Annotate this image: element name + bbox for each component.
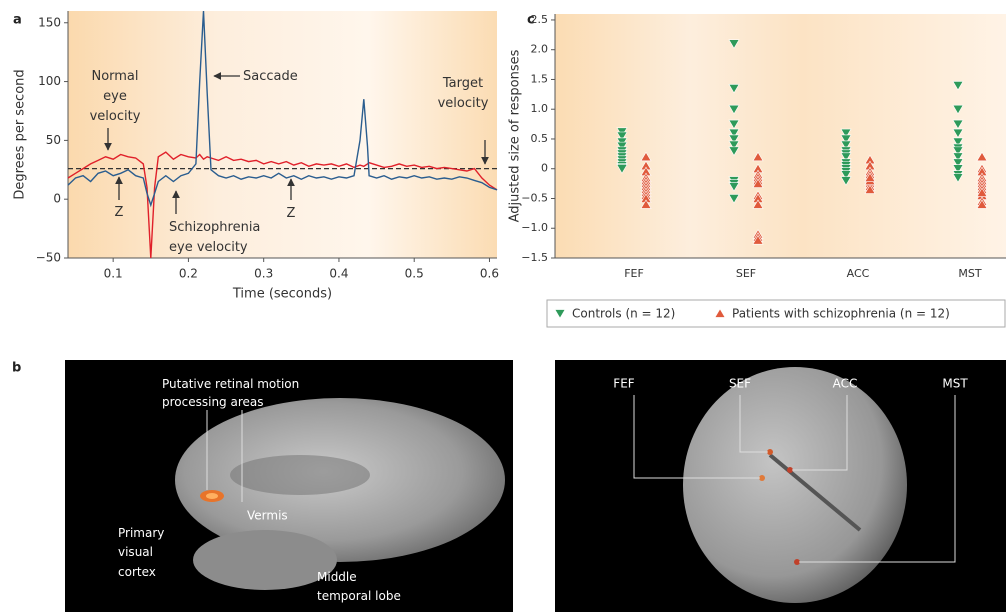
y-axis-label: Adjusted size of responses	[508, 49, 523, 222]
y-tick-label: 50	[46, 133, 61, 147]
annotation-line: Z	[115, 205, 124, 220]
image-label: MST	[942, 377, 968, 391]
annotation-line: Target	[442, 76, 483, 91]
x-tick-label: FEF	[624, 267, 644, 280]
image-label: FEF	[613, 377, 634, 391]
label-line: cortex	[118, 565, 156, 579]
label-line: processing areas	[162, 395, 264, 409]
annotation-line: eye	[103, 89, 127, 104]
y-tick-label: −50	[36, 251, 61, 265]
x-tick-label: 0.5	[405, 267, 424, 281]
annotation-line: velocity	[90, 109, 141, 124]
image-label: Vermis	[247, 509, 288, 523]
annotation-line: Saccade	[243, 69, 298, 84]
annotation-line: velocity	[438, 96, 489, 111]
x-tick-label: SEF	[736, 267, 756, 280]
y-tick-label: 150	[38, 15, 61, 29]
panel-label: a	[13, 13, 22, 28]
x-tick-label: 0.4	[329, 267, 348, 281]
x-tick-label: MST	[958, 267, 981, 280]
y-tick-label: 0	[541, 162, 548, 175]
label-line: temporal lobe	[317, 589, 401, 603]
annotation-line: eye velocity	[169, 240, 248, 255]
y-tick-label: 100	[38, 74, 61, 88]
x-tick-label: 0.6	[480, 267, 499, 281]
y-tick-label: 0.5	[531, 132, 549, 145]
annotation-line: Schizophrenia	[169, 220, 260, 235]
x-tick-label: 0.1	[104, 267, 123, 281]
brain-3d	[683, 367, 907, 603]
y-tick-label: −1.0	[521, 221, 548, 234]
annotation-line: Z	[287, 206, 296, 221]
y-tick-label: 1.5	[531, 72, 549, 85]
x-axis-label: Time (seconds)	[232, 287, 332, 302]
y-tick-label: −1.5	[521, 251, 548, 264]
y-tick-label: −0.5	[521, 191, 548, 204]
label-line: visual	[118, 545, 153, 559]
annotation: Z	[287, 206, 296, 221]
y-tick-label: 2.0	[531, 43, 549, 56]
label-line: Putative retinal motion	[162, 377, 299, 391]
x-tick-label: 0.3	[254, 267, 273, 281]
legend-label: Patients with schizophrenia (n = 12)	[732, 307, 950, 321]
x-tick-label: 0.2	[179, 267, 198, 281]
image-label: ACC	[833, 377, 858, 391]
legend-label: Controls (n = 12)	[572, 307, 675, 321]
label-line: Middle	[317, 570, 357, 584]
annotation-line: Normal	[91, 69, 138, 84]
x-tick-label: ACC	[847, 267, 870, 280]
plot-background	[68, 11, 497, 258]
label-line: Primary	[118, 526, 164, 540]
image-label: SEF	[729, 377, 751, 391]
figure: b Putative retinal motion processing are…	[0, 0, 1006, 612]
y-tick-label: 1.0	[531, 102, 549, 115]
y-tick-label: 0	[53, 192, 61, 206]
y-tick-label: 2.5	[531, 13, 549, 26]
annotation: Saccade	[243, 69, 298, 84]
annotation: Z	[115, 205, 124, 220]
y-axis-label: Degrees per second	[13, 69, 28, 199]
panel-label: b	[12, 361, 21, 376]
